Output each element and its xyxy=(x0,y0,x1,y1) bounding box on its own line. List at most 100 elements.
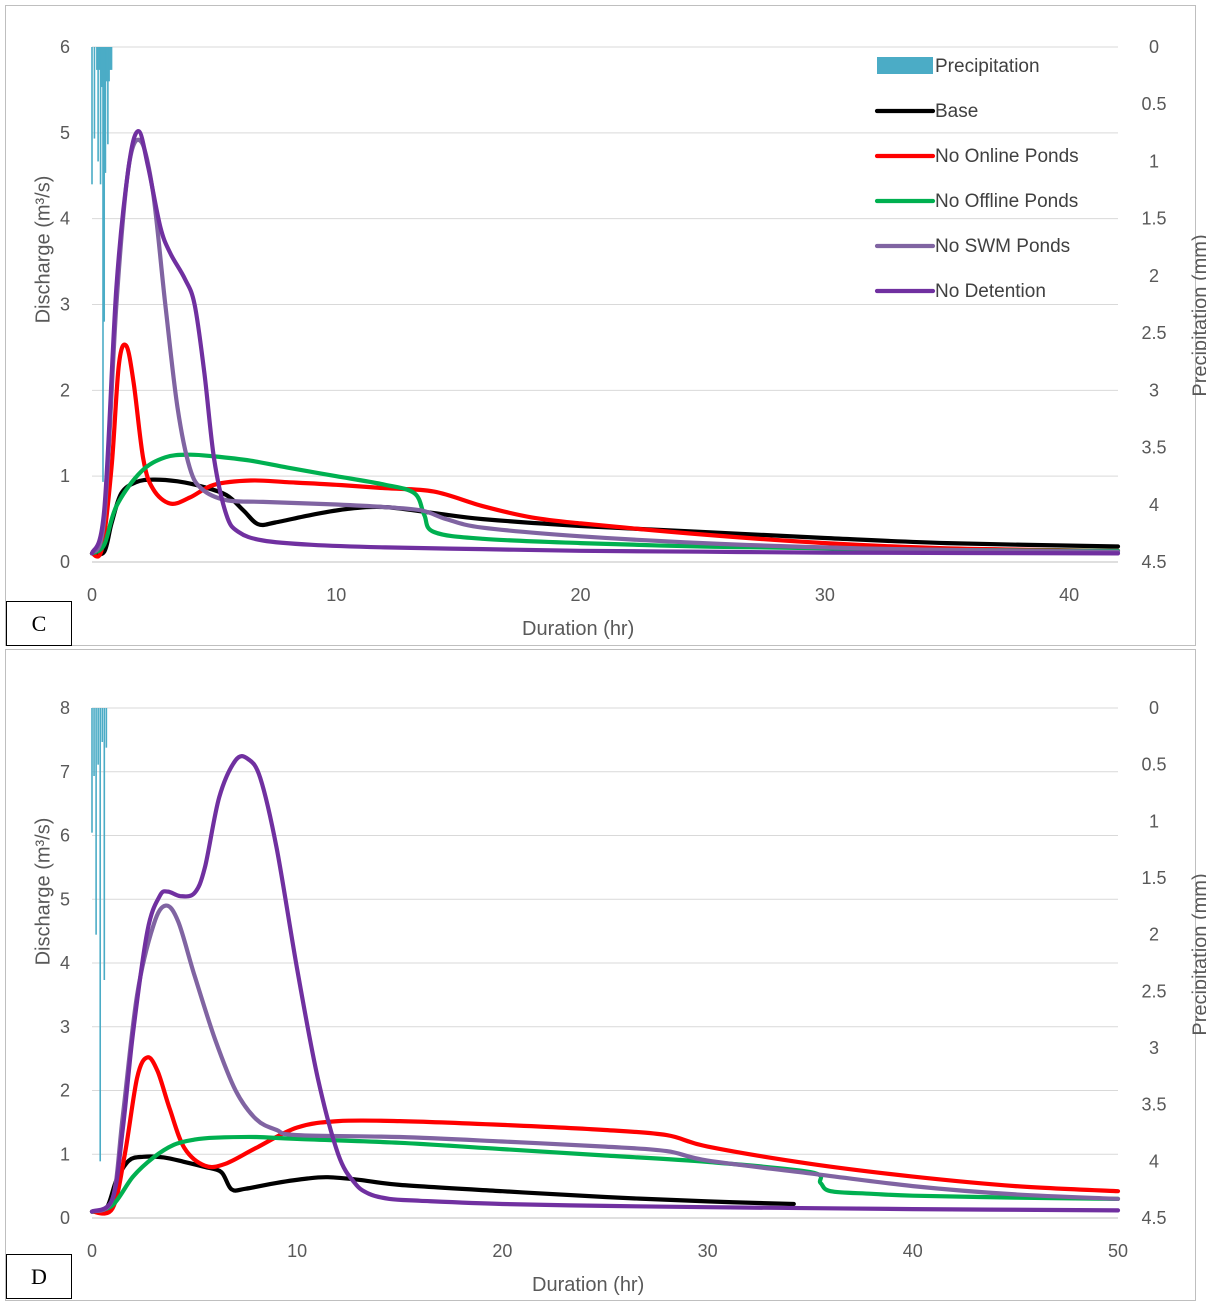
y2-tick-label: 0 xyxy=(1149,698,1159,718)
y2-tick-label: 0.5 xyxy=(1141,755,1166,775)
y-tick-label: 5 xyxy=(60,123,70,143)
series-line-no-online-ponds xyxy=(89,342,1121,559)
y-tick-label: 4 xyxy=(60,209,70,229)
y-tick-label: 6 xyxy=(60,37,70,57)
precipitation-bar xyxy=(105,47,108,82)
y-tick-label: 0 xyxy=(60,1208,70,1228)
precipitation-bar xyxy=(95,708,97,935)
chart-panel-c: 0 1 2 3 4 5 6 0 0.5 1 1.5 2 2.5 3 3.5 4 4.5 0 10 20 30 40 Prec… xyxy=(5,5,1206,646)
chart-d-svg: 0 1 2 3 4 5 6 7 8 0 0.5 1 1.5 2 2.5 3 3.5 4 4.5 0 10 20 30 40 50 xyxy=(60,698,1167,1261)
y2-tick-label: 3.5 xyxy=(1141,438,1166,458)
chart-c-xlabel: Duration (hr) xyxy=(522,618,635,640)
chart-d-y2label: Precipitation (mm) xyxy=(1189,873,1206,1036)
precipitation-bar xyxy=(104,47,107,173)
precipitation-bar xyxy=(102,47,104,482)
chart-c-y2label: Precipitation (mm) xyxy=(1189,234,1206,397)
legend-label-no-swm-ponds: No SWM Ponds xyxy=(935,236,1070,257)
y-tick-label: 1 xyxy=(60,1144,70,1164)
x-tick-label: 30 xyxy=(815,585,835,605)
precipitation-bar xyxy=(107,47,109,145)
y2-tick-label: 4 xyxy=(1149,495,1159,515)
precipitation-bar xyxy=(103,708,106,980)
y2-tick-label: 4 xyxy=(1149,1151,1159,1171)
y2-tick-label: 1.5 xyxy=(1141,868,1166,888)
x-tick-label: 0 xyxy=(87,585,97,605)
precipitation-bar xyxy=(97,47,99,162)
precipitation-series xyxy=(91,47,113,482)
y-tick-label: 7 xyxy=(60,762,70,782)
precipitation-bar xyxy=(93,708,95,776)
y-tick-label: 0 xyxy=(60,552,70,572)
legend: Precipitation Base No Online Ponds No Offli… xyxy=(874,56,1079,302)
x-tick-label: 20 xyxy=(492,1241,512,1261)
legend-swatch-precipitation xyxy=(877,57,933,74)
precipitation-bar xyxy=(100,47,103,88)
precipitation-bar xyxy=(103,47,106,322)
precipitation-bar xyxy=(99,47,102,185)
y2-tick-label: 3.5 xyxy=(1141,1095,1166,1115)
legend-label-no-online-ponds: No Online Ponds xyxy=(935,146,1079,167)
y-tick-label: 4 xyxy=(60,953,70,973)
x-tick-label: 50 xyxy=(1108,1241,1128,1261)
legend-label-no-detention: No Detention xyxy=(935,281,1046,302)
chart-c-ylabel: Discharge (m³/s) xyxy=(32,175,55,324)
chart-d-ylabel: Discharge (m³/s) xyxy=(32,817,55,966)
y-tick-label: 3 xyxy=(60,295,70,315)
precipitation-bar xyxy=(108,47,110,82)
panel-label-d: D xyxy=(6,1254,72,1299)
series-line-no-offline-ponds xyxy=(89,1134,1121,1214)
panel-label-c: C xyxy=(6,601,72,646)
precipitation-bar xyxy=(93,47,96,139)
precipitation-bar xyxy=(101,708,104,742)
y-tick-label: 5 xyxy=(60,889,70,909)
y2-tick-label: 4.5 xyxy=(1141,1208,1166,1228)
series-line-no-online-ponds xyxy=(89,1055,1121,1216)
x-tick-label: 10 xyxy=(287,1241,307,1261)
y2-tick-label: 0.5 xyxy=(1141,94,1166,114)
series-line-base xyxy=(89,477,1121,557)
precipitation-bar xyxy=(109,47,112,70)
y-tick-label: 8 xyxy=(60,698,70,718)
precipitation-bar xyxy=(110,47,113,70)
x-tick-label: 10 xyxy=(326,585,346,605)
series-line-no-detention xyxy=(89,129,1121,556)
y2-tick-label: 1 xyxy=(1149,151,1159,171)
precipitation-bar xyxy=(99,708,102,1162)
chart-panel-d: 0 1 2 3 4 5 6 7 8 0 0.5 1 1.5 2 2.5 3 3.5 4 4.5 0 10 20 30 40 50… xyxy=(5,649,1206,1301)
x-tick-label: 20 xyxy=(571,585,591,605)
precipitation-bar xyxy=(105,708,108,748)
precipitation-bar xyxy=(97,708,99,765)
series-line-no-detention xyxy=(89,754,1121,1214)
x-tick-label: 0 xyxy=(87,1241,97,1261)
chart-d-xlabel: Duration (hr) xyxy=(532,1274,645,1296)
legend-label-no-offline-ponds: No Offline Ponds xyxy=(935,191,1078,212)
y2-tick-label: 4.5 xyxy=(1141,552,1166,572)
y-tick-label: 2 xyxy=(60,380,70,400)
y-tick-label: 1 xyxy=(60,466,70,486)
legend-label-precipitation: Precipitation xyxy=(935,56,1040,77)
series-line-no-swm-ponds xyxy=(89,903,1121,1214)
precipitation-series xyxy=(91,708,108,1162)
precipitation-bar xyxy=(96,47,98,70)
precipitation-bar xyxy=(98,47,101,70)
y-tick-label: 2 xyxy=(60,1081,70,1101)
x-tick-label: 30 xyxy=(698,1241,718,1261)
y2-tick-label: 1 xyxy=(1149,811,1159,831)
y2-tick-label: 3 xyxy=(1149,1038,1159,1058)
y2-tick-label: 2 xyxy=(1149,925,1159,945)
y2-tick-label: 2.5 xyxy=(1141,323,1166,343)
y-tick-label: 3 xyxy=(60,1017,70,1037)
precipitation-bar xyxy=(91,47,93,185)
chart-c-svg: 0 1 2 3 4 5 6 0 0.5 1 1.5 2 2.5 3 3.5 4 4.5 0 10 20 30 40 Prec… xyxy=(60,37,1167,605)
x-tick-label: 40 xyxy=(1059,585,1079,605)
y2-tick-label: 2.5 xyxy=(1141,981,1166,1001)
legend-label-base: Base xyxy=(935,101,978,122)
precipitation-bar xyxy=(91,708,93,833)
series-line-base xyxy=(89,1154,796,1214)
y2-tick-label: 3 xyxy=(1149,380,1159,400)
x-tick-label: 40 xyxy=(903,1241,923,1261)
y2-tick-label: 2 xyxy=(1149,266,1159,286)
y-tick-label: 6 xyxy=(60,826,70,846)
y2-tick-label: 1.5 xyxy=(1141,209,1166,229)
y2-tick-label: 0 xyxy=(1149,37,1159,57)
